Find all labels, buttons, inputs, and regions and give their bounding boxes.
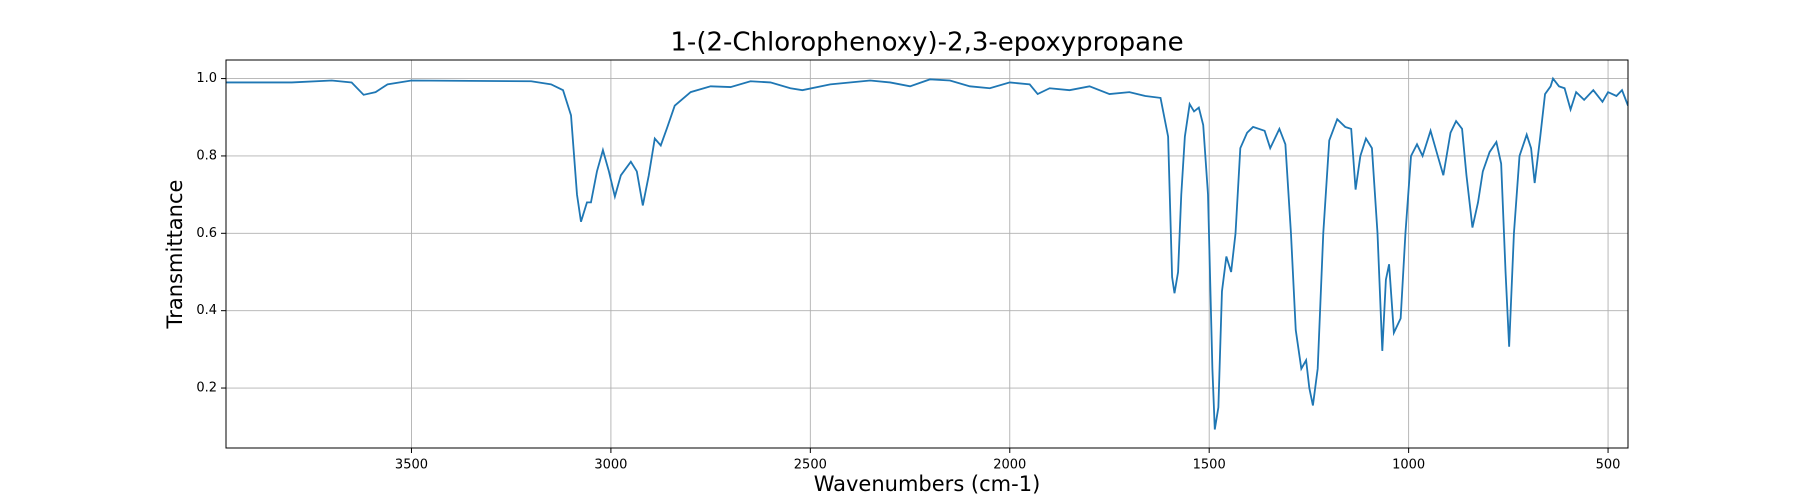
x-tick-label: 2000 [993, 458, 1026, 473]
chart-title: 1-(2-Chlorophenoxy)-2,3-epoxypropane [670, 28, 1183, 58]
plot-frame [225, 59, 1629, 449]
x-tick-label: 3000 [594, 458, 627, 473]
y-tick-label: 0.8 [196, 148, 217, 163]
y-tick-label: 0.6 [196, 226, 217, 241]
x-tick-label: 1500 [1193, 458, 1226, 473]
y-axis-label: Transmittance [163, 180, 187, 330]
y-tick-label: 0.2 [196, 381, 217, 396]
y-tick-label: 0.4 [196, 303, 217, 318]
x-tick-label: 1000 [1392, 458, 1425, 473]
x-tick-label: 500 [1596, 458, 1621, 473]
x-axis-label: Wavenumbers (cm-1) [814, 472, 1041, 496]
x-tick-label: 3500 [395, 458, 428, 473]
spectrum-line [226, 76, 1628, 430]
x-tick-label: 2500 [794, 458, 827, 473]
y-tick-label: 1.0 [196, 71, 217, 86]
